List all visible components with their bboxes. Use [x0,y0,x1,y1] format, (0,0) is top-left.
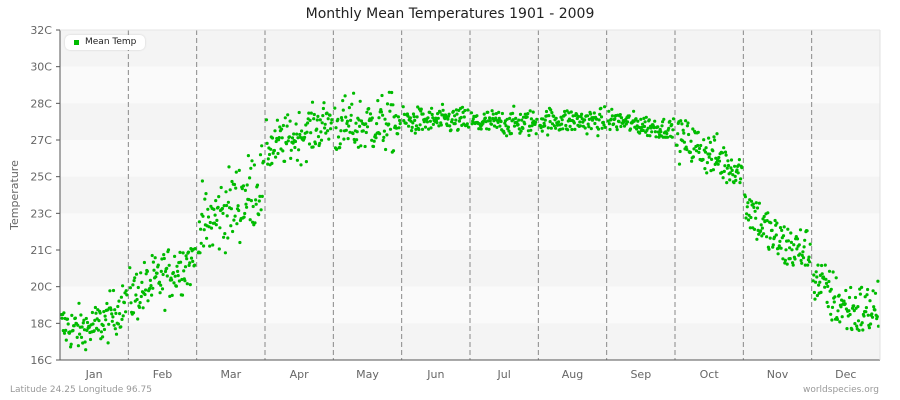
axes [59,29,881,361]
x-tick-label: Dec [835,368,856,381]
chart-title: Monthly Mean Temperatures 1901 - 2009 [305,6,595,22]
legend-swatch-icon [74,39,79,45]
y-tick-label: 18C [30,317,52,330]
y-axis-label: Temperature [8,160,21,231]
y-tick-label: 32C [30,24,52,37]
x-tick-label: Oct [700,368,720,381]
x-tick-label: Jun [426,368,444,381]
x-tick-label: Sep [630,368,651,381]
x-tick-label: Nov [767,368,789,381]
data-points [59,90,881,352]
source-credit: worldspecies.org [802,385,879,395]
location-caption: Latitude 24.25 Longitude 96.75 [10,385,152,395]
y-tick-label: 28C [30,97,52,110]
y-tick-label: 21C [30,244,52,257]
y-tick-label: 25C [30,171,52,184]
x-tick-label: Jan [85,368,103,381]
y-tick-label: 30C [30,61,52,74]
y-tick-label: 16C [30,354,52,367]
x-tick-label: Feb [153,368,172,381]
legend-label: Mean Temp [85,37,137,47]
y-tick-label: 27C [30,134,52,147]
month-separators [127,30,813,360]
x-tick-label: Aug [562,368,583,381]
x-tick-label: May [356,368,379,381]
x-tick-label: Mar [220,368,241,381]
x-tick-label: Jul [497,368,511,381]
y-tick-label: 20C [30,281,52,294]
x-tick-label: Apr [290,368,310,381]
legend: Mean Temp [65,35,146,50]
y-tick-label: 23C [30,207,52,220]
x-axis-ticks: Jan Feb Mar Apr May Jun Jul Aug Sep Oct Nov Dec [85,368,857,381]
y-axis-ticks: 16C 18C 20C 21C 23C 25C 27C 28C 30C 32C [30,24,60,367]
